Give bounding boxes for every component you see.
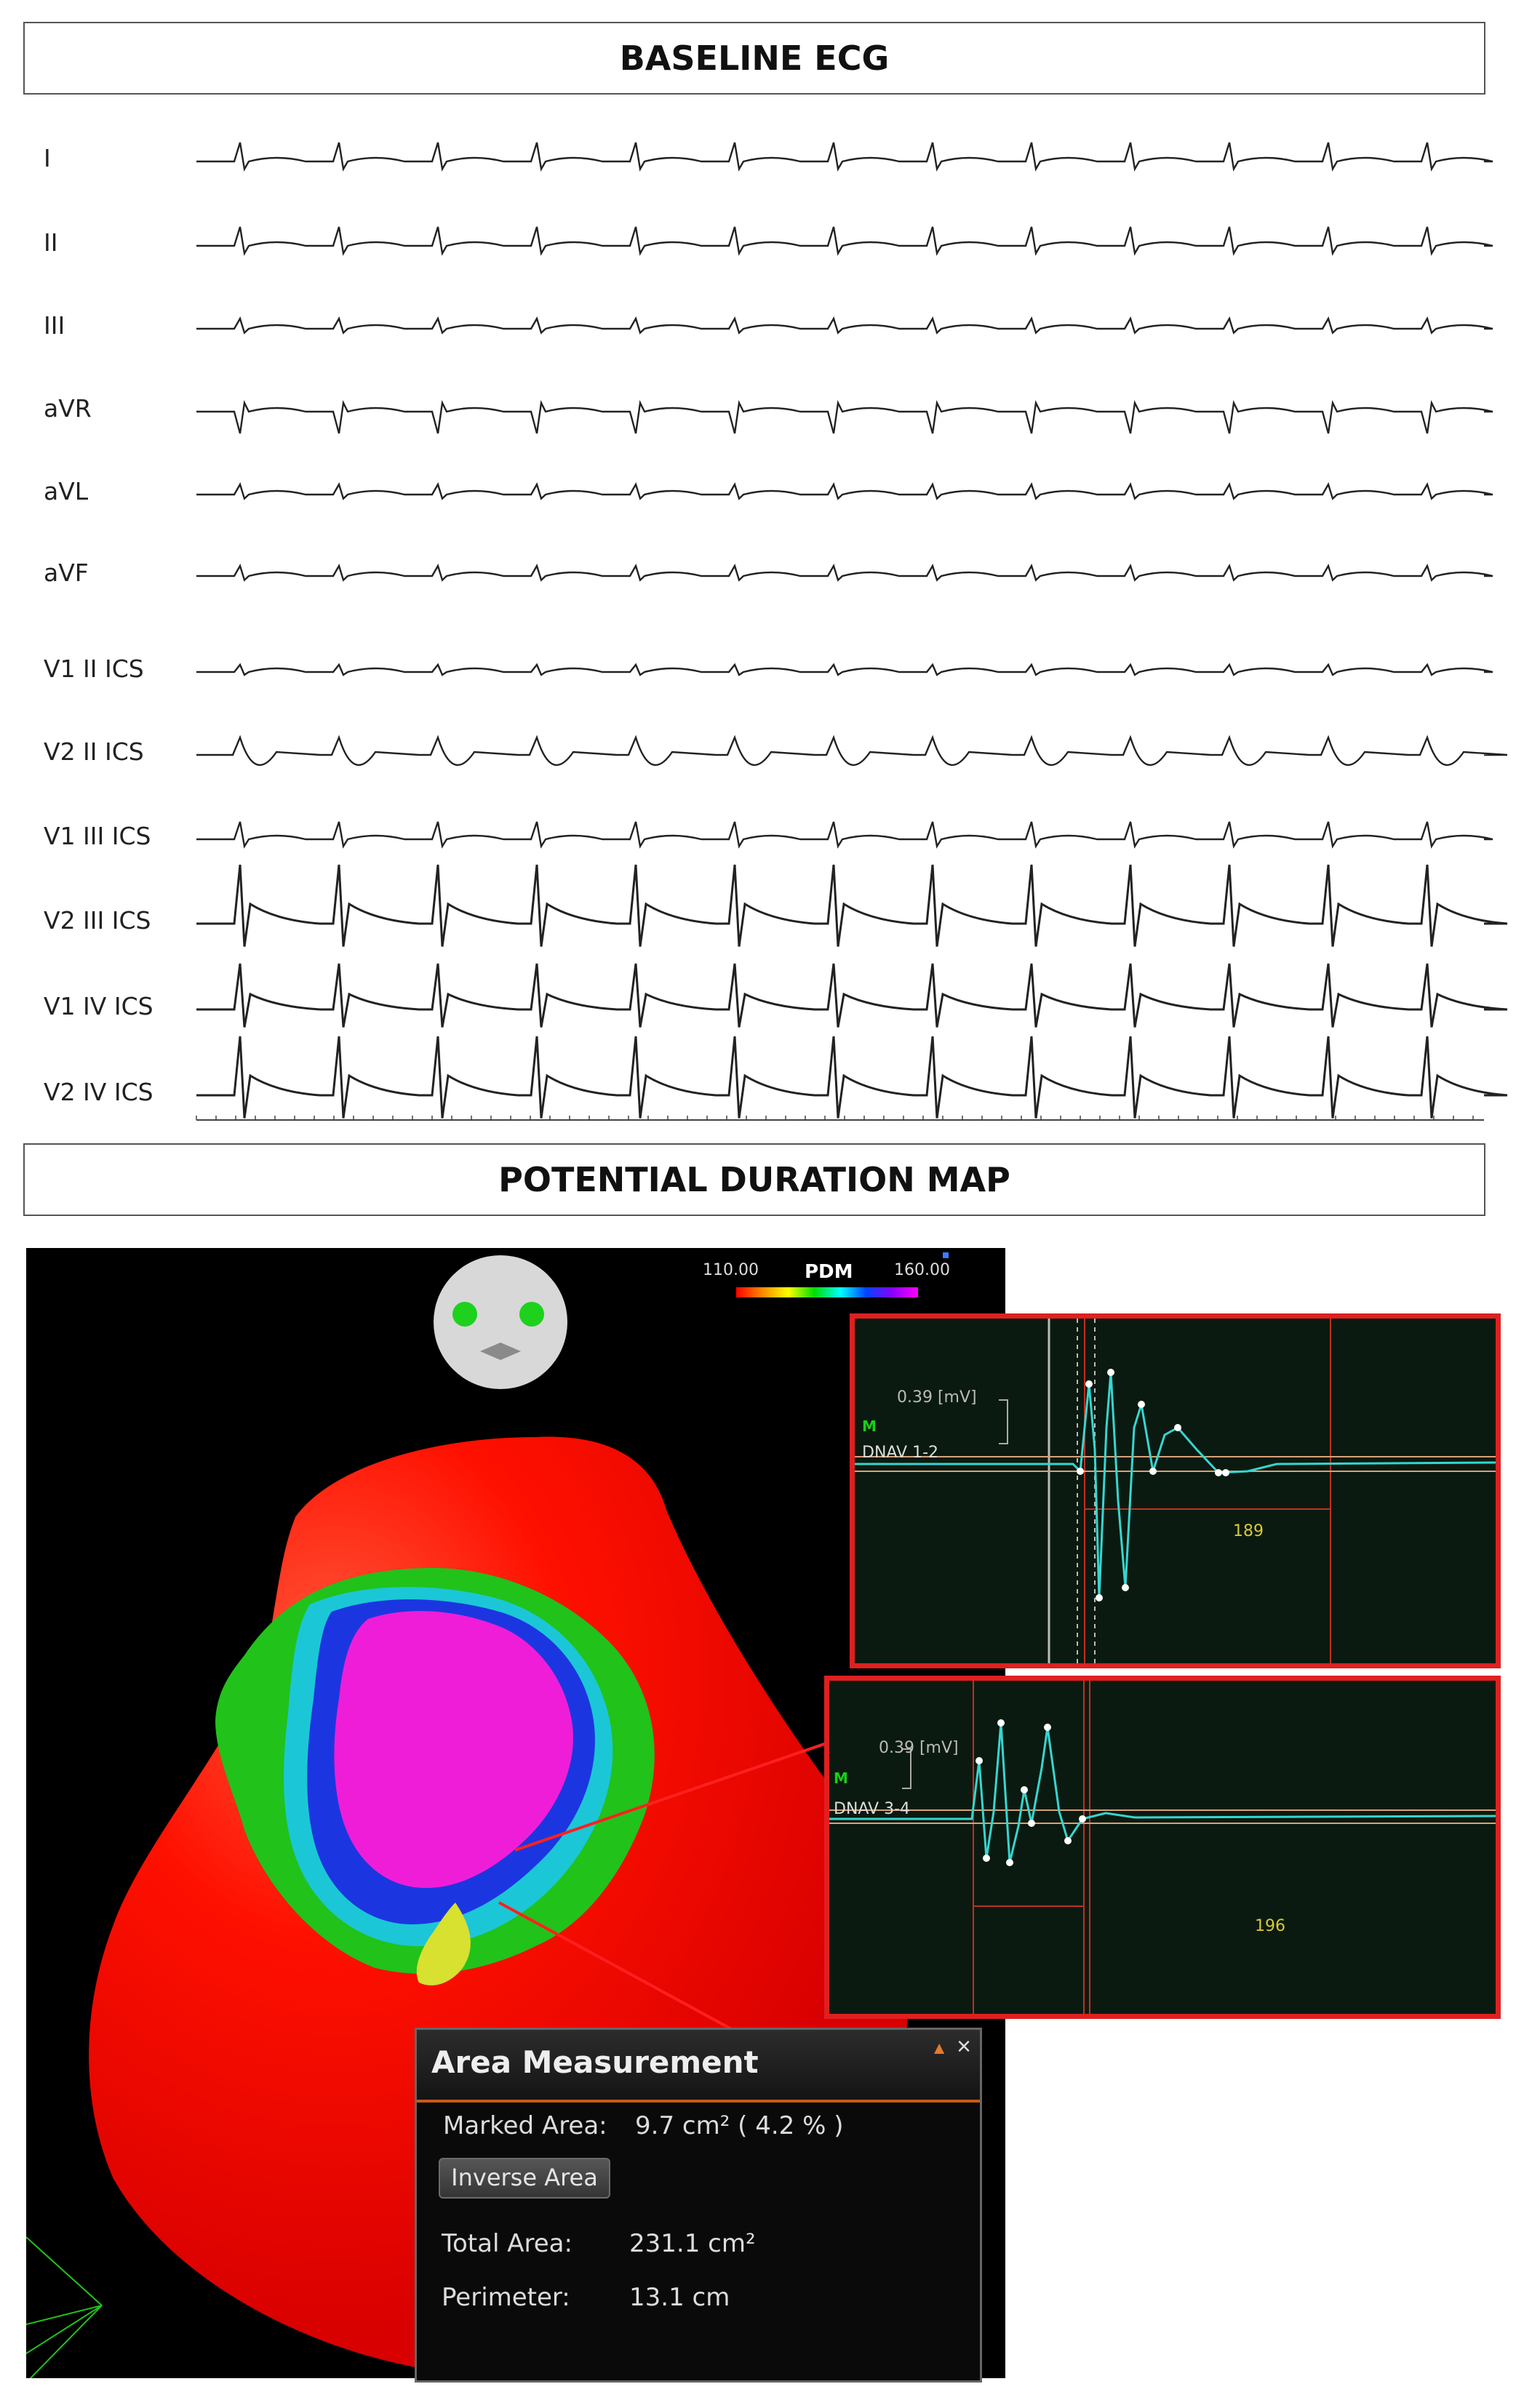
ecg-lead-label: V2 II ICS <box>44 737 144 766</box>
legend-max-value: 160.00 <box>894 1261 950 1279</box>
marked-area-value: 9.7 cm² ( 4.2 % ) <box>635 2111 844 2140</box>
dialog-header[interactable]: Area Measurement ▲ × <box>417 2030 980 2103</box>
egm-channel-label: DNAV 1-2 <box>862 1444 939 1462</box>
egm-scale-label: 0.39 [mV] <box>897 1388 977 1407</box>
egm-signal-line <box>829 1722 1496 1863</box>
ecg-trace-line <box>196 481 1493 500</box>
dialog-title: Area Measurement <box>431 2044 759 2080</box>
perimeter-value: 13.1 cm <box>629 2283 730 2312</box>
egm-annotation-point <box>1021 1786 1028 1793</box>
egm-marker-label: M <box>862 1417 877 1435</box>
ecg-trace-line <box>196 226 1493 256</box>
electrogram-trace-2 <box>829 1681 1496 2014</box>
head-nose-icon <box>480 1343 521 1360</box>
egm-annotation-point <box>983 1855 990 1862</box>
egm-annotation-point <box>1064 1837 1072 1844</box>
ecg-lead-label: aVF <box>44 559 89 587</box>
egm-annotation-point <box>976 1757 983 1764</box>
egm-duration-label: 196 <box>1255 1917 1285 1935</box>
ecg-traces <box>196 142 1508 1121</box>
ecg-trace-line <box>196 400 1493 434</box>
area-measurement-dialog[interactable]: Area Measurement ▲ × Marked Area: 9.7 cm… <box>415 2028 982 2383</box>
legend-min-value: 110.00 <box>703 1261 759 1279</box>
egm-annotation-point <box>997 1719 1005 1727</box>
ecg-trace-line <box>196 1036 1508 1119</box>
inverse-area-button[interactable]: Inverse Area <box>439 2158 610 2199</box>
egm-annotation-point <box>1138 1401 1145 1408</box>
ecg-lead-label: V2 III ICS <box>44 906 151 935</box>
egm-annotation-point <box>1215 1469 1222 1476</box>
ecg-lead-label: V1 IV ICS <box>44 992 153 1020</box>
egm-annotation-point <box>1079 1815 1086 1823</box>
egm-annotation-point <box>1174 1424 1181 1431</box>
pointer-arrow-1 <box>514 1734 850 1852</box>
pdm-title: POTENTIAL DURATION MAP <box>23 1143 1485 1216</box>
egm-annotation-point <box>1122 1584 1129 1591</box>
baseline-ecg-title: BASELINE ECG <box>23 22 1485 95</box>
egm-duration-label: 189 <box>1233 1522 1264 1540</box>
ecg-trace-line <box>196 316 1493 335</box>
ecg-trace-line <box>196 142 1493 172</box>
electrogram-panel-2[interactable]: 0.39 [mV] M DNAV 3-4 196 <box>824 1676 1501 2019</box>
pdm-color-legend: 110.00 PDM 160.00 <box>703 1252 950 1305</box>
close-icon[interactable]: × <box>957 2033 971 2060</box>
egm-scale-bar <box>902 1748 911 1789</box>
legend-color-bar <box>736 1287 918 1297</box>
egm-scale-label: 0.39 [mV] <box>879 1739 959 1757</box>
legend-marker-icon <box>943 1252 949 1258</box>
egm-annotation-point <box>1222 1469 1229 1476</box>
map-region-tail[interactable] <box>416 1903 471 1985</box>
egm-annotation-point <box>1149 1468 1157 1475</box>
egm-annotation-point <box>1077 1468 1084 1475</box>
pin-icon[interactable]: ▲ <box>930 2039 948 2058</box>
ecg-lead-label: V1 III ICS <box>44 822 151 850</box>
egm-annotation-point <box>1096 1594 1103 1601</box>
catheter-icon <box>26 2236 103 2378</box>
head-eye-icon <box>519 1302 544 1327</box>
ecg-lead-label: II <box>44 228 58 257</box>
head-eye-icon <box>452 1302 477 1327</box>
ecg-trace-line <box>196 663 1493 676</box>
egm-channel-label: DNAV 3-4 <box>834 1800 911 1818</box>
ecg-lead-label: V2 IV ICS <box>44 1078 153 1106</box>
ecg-trace-line <box>196 563 1493 582</box>
ecg-trace-line <box>196 735 1508 767</box>
ecg-lead-label: aVL <box>44 477 89 505</box>
map-region-magenta[interactable] <box>334 1611 573 1888</box>
perimeter-label: Perimeter: <box>442 2283 570 2312</box>
ecg-trace-line <box>196 864 1508 947</box>
marked-area-label: Marked Area: <box>443 2111 607 2140</box>
total-area-value: 231.1 cm² <box>629 2229 756 2258</box>
ecg-lead-label: I <box>44 144 51 172</box>
ecg-panel: I II III aVR aVL aVF V1 II ICS V2 II ICS V1 III … <box>0 102 1524 1135</box>
egm-annotation-point <box>1028 1820 1035 1827</box>
electrogram-trace-1 <box>855 1319 1496 1663</box>
legend-title: PDM <box>805 1261 853 1283</box>
orientation-head-icon[interactable] <box>434 1255 567 1389</box>
total-area-label: Total Area: <box>442 2229 573 2258</box>
ecg-trace-line <box>196 963 1508 1028</box>
egm-scale-bar <box>999 1399 1008 1444</box>
ecg-lead-label: III <box>44 311 65 340</box>
egm-annotation-point <box>1044 1724 1051 1731</box>
egm-marker-label: M <box>834 1769 848 1787</box>
ecg-trace-line <box>196 821 1493 849</box>
egm-signal-line <box>855 1372 1496 1599</box>
egm-annotation-point <box>1107 1369 1114 1376</box>
ecg-lead-label: V1 II ICS <box>44 655 144 683</box>
egm-annotation-point <box>1085 1380 1093 1388</box>
egm-annotation-point <box>1006 1859 1013 1866</box>
electrogram-panel-1[interactable]: 0.39 [mV] M DNAV 1-2 189 <box>850 1313 1501 1668</box>
ecg-lead-label: aVR <box>44 394 92 423</box>
